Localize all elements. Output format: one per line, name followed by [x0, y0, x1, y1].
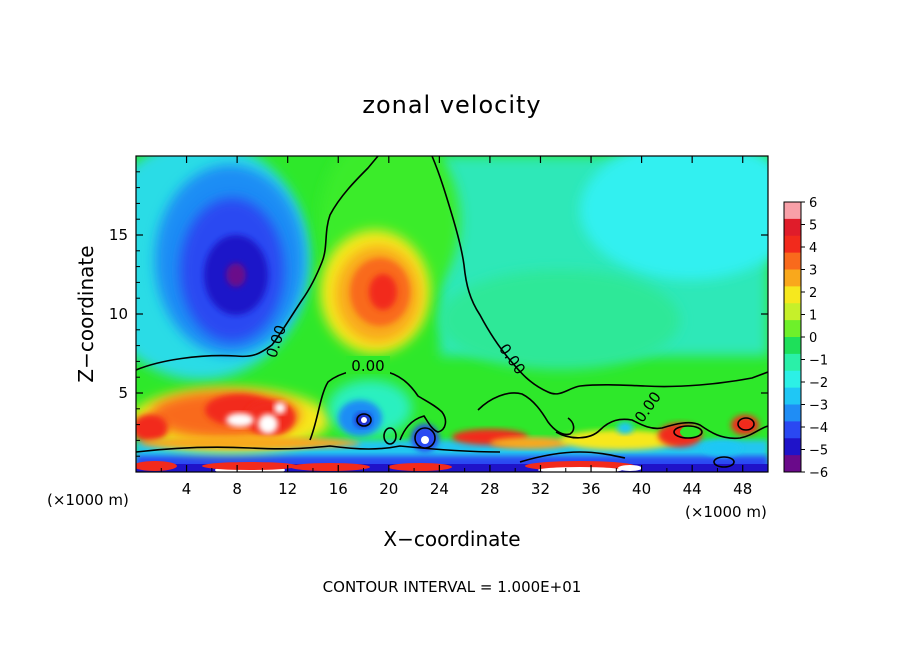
colorbar: 6 5 4 3 2 1 0 −1 −2 −3 −4 −5 −6 [783, 196, 828, 481]
contour-label-main: 0.00 [351, 357, 384, 375]
contour-ring-1 [673, 425, 703, 439]
contour-ring-4 [383, 427, 397, 445]
colorbar-swatch [784, 337, 801, 355]
x-tick-label: 16 [329, 480, 348, 498]
negative-jet-upper [155, 165, 305, 355]
contour-main-left [136, 156, 379, 371]
surface-red-d [388, 463, 452, 471]
contour-ring-3 [713, 456, 735, 468]
lower-left-red-a [136, 414, 168, 442]
x-tick-label: 32 [531, 480, 550, 498]
lower-left-white-c [274, 402, 286, 414]
colorbar-tick-label: −2 [809, 376, 828, 391]
colorbar-swatch [784, 252, 801, 270]
contour-mid-loop [309, 368, 447, 441]
surface-pink-a [136, 461, 177, 471]
x-tick-label: 28 [480, 480, 499, 498]
mid-band-orange [490, 437, 570, 449]
surface-white-f [618, 465, 642, 471]
surface-red-b [202, 462, 298, 470]
colorbar-swatch [784, 404, 801, 422]
low-cell-core [421, 436, 429, 444]
pos-core [369, 274, 397, 310]
contour-inner-loop [477, 392, 575, 436]
x-axis-ticks: 4 8 12 16 20 24 28 32 36 40 44 48 [160, 156, 752, 498]
x-axis-label: X−coordinate [383, 527, 520, 551]
x-tick-label: 44 [683, 480, 702, 498]
colorbar-swatch [784, 438, 801, 456]
contour-label-bg-main [346, 356, 390, 374]
colorbar-tick-label: −6 [809, 466, 828, 481]
colorbar-tick-label: 2 [809, 286, 817, 301]
y-tick-label: 5 [118, 384, 128, 402]
colorbar-swatch [784, 235, 801, 254]
lower-left-white-b [258, 414, 278, 434]
contour-surface [136, 445, 501, 453]
colorbar-tick-label: 5 [809, 219, 817, 234]
x-tick-label: 8 [232, 480, 242, 498]
chart-title: zonal velocity [362, 91, 541, 119]
plot-area [136, 156, 768, 472]
y-tick-label: 15 [109, 226, 128, 244]
mid-low-core [361, 417, 367, 423]
zero-contours [136, 156, 768, 468]
colorbar-tick-label: −3 [809, 399, 828, 414]
jet-core [226, 263, 246, 287]
x-tick-label: 40 [632, 480, 651, 498]
colorbar-tick-label: 1 [809, 309, 817, 324]
boundary-layer [136, 380, 768, 472]
colorbar-swatch [784, 303, 801, 321]
colorbar-swatch [784, 370, 801, 389]
x-unit-left: (×1000 m) [47, 491, 129, 509]
field-cyan-upper-right [580, 156, 768, 280]
colorbar-swatch [784, 421, 801, 439]
y-axis-ticks: 5 10 15 [109, 171, 768, 457]
contour-main-top-right [431, 156, 511, 361]
contour-lower-right-1 [555, 418, 768, 440]
x-tick-label: 36 [581, 480, 600, 498]
contour-interval-note: CONTOUR INTERVAL = 1.000E+01 [323, 578, 582, 596]
surface-white-e [538, 467, 622, 472]
right-band-yellow [560, 430, 680, 450]
right-cyan-small [617, 422, 633, 434]
colorbar-swatch [784, 286, 801, 304]
x-tick-label: 24 [430, 480, 449, 498]
field-mid-right [440, 270, 680, 370]
colorbar-swatch [784, 353, 801, 372]
colorbar-tick-label: 6 [809, 196, 817, 211]
colorbar-tick-label: 0 [809, 331, 817, 346]
right-green-cell [680, 426, 700, 438]
colorbar-tick-label: −4 [809, 421, 828, 436]
colorbar-tick-label: 3 [809, 264, 817, 279]
colorbar-swatch [784, 218, 801, 237]
colorbar-swatch [784, 387, 801, 405]
colorbar-swatch [784, 320, 801, 338]
colorbar-swatch [784, 269, 801, 287]
x-tick-label: 4 [182, 480, 192, 498]
colorbar-tick-label: −5 [809, 444, 828, 459]
colorbar-tick-label: 4 [809, 241, 817, 256]
x-tick-label: 12 [278, 480, 297, 498]
y-tick-label: 10 [109, 305, 128, 323]
y-axis-label: Z−coordinate [74, 245, 98, 382]
positive-jet-upper [320, 230, 430, 354]
contour-lower-right-2 [519, 451, 626, 463]
colorbar-swatch [784, 455, 801, 473]
colorbar-swatch [784, 202, 801, 220]
lower-left-white-a [226, 413, 254, 427]
contour-ring-6 [356, 413, 372, 427]
surface-red-c [290, 463, 370, 471]
x-tick-label: 48 [733, 480, 752, 498]
colorbar-tick-label: −1 [809, 354, 828, 369]
orange-band [140, 437, 360, 449]
x-unit-right: (×1000 m) [685, 503, 767, 521]
right-cyan-cell [702, 440, 742, 456]
contour-right-band [509, 359, 768, 395]
bl-navy [136, 464, 768, 472]
surface-red-white [136, 461, 642, 472]
background-field [136, 156, 768, 472]
contour-ring-2 [737, 417, 755, 431]
x-tick-label: 20 [379, 480, 398, 498]
